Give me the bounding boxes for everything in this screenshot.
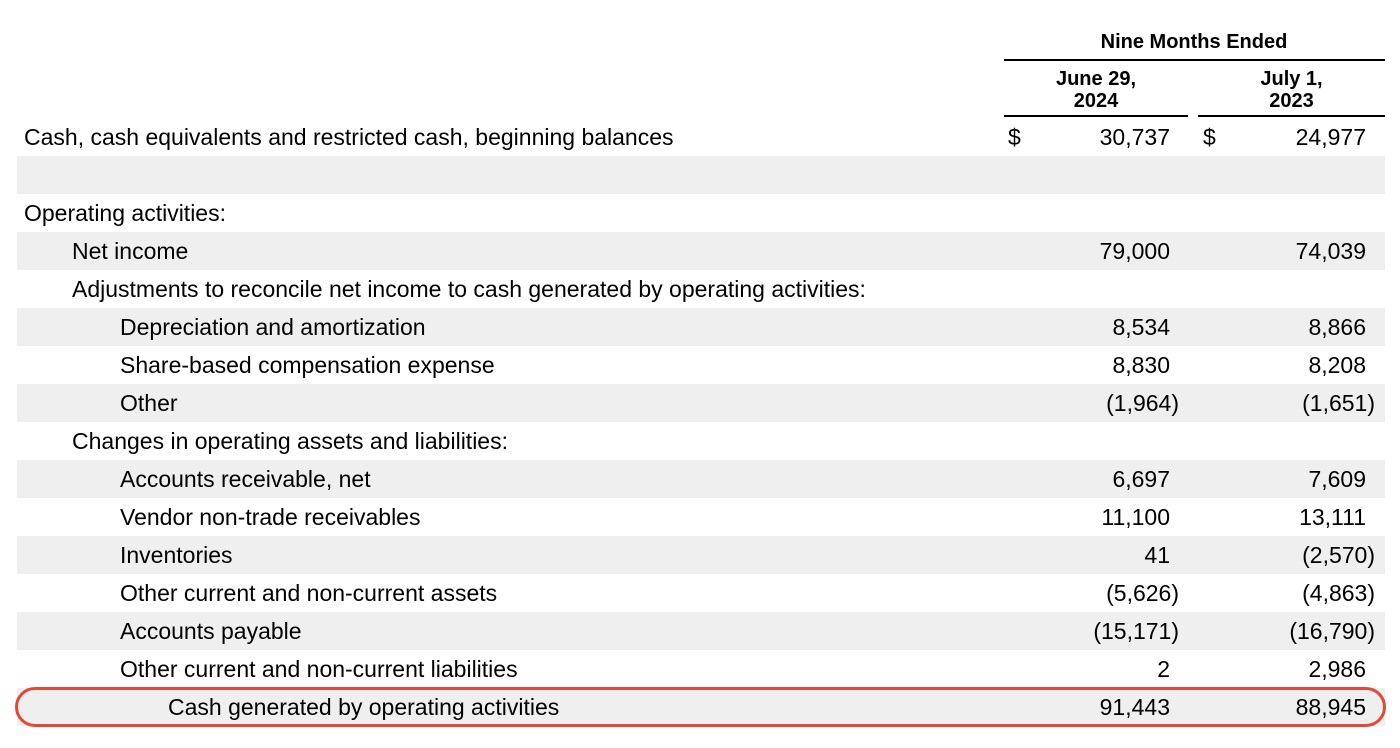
row-label: Accounts payable [120,618,302,644]
col-2024-header-line1: June 29, [1055,68,1137,90]
row-beginning-balance: Cash, cash equivalents and restricted ca… [17,118,1385,156]
col-2023-header-line1: July 1, [1260,68,1323,90]
row-spacer [17,156,1385,194]
row-share-based-comp: Share-based compensation expense 8,830 8,2… [17,346,1385,384]
row-label: Depreciation and amortization [120,314,426,340]
row-label: Cash generated by operating activities [168,694,560,720]
row-other-assets: Other current and non-current assets (5,6… [17,574,1385,612]
col-2024-header: June 29, 2024 [1004,68,1188,112]
row-depreciation: Depreciation and amortization 8,534 8,866 [17,308,1385,346]
row-other: Other (1,964) (1,651) [17,384,1385,422]
value-2023: 74,039 [1295,238,1366,264]
col-2023-header-rule [1198,115,1385,117]
value-2024: 8,830 [1112,352,1170,378]
period-header: Nine Months Ended [1100,31,1288,53]
row-other-liabilities: Other current and non-current liabilitie… [17,650,1385,688]
row-label: Vendor non-trade receivables [120,504,421,530]
value-2024: 2 [1157,656,1170,682]
row-operating-activities: Operating activities: [17,194,1385,232]
currency-symbol-2023: $ [1203,124,1216,150]
row-label: Inventories [120,542,233,568]
value-2024: 79,000 [1099,238,1170,264]
col-2024-header-rule [1004,115,1188,117]
row-label: Accounts receivable, net [120,466,371,492]
row-adjustments-heading: Adjustments to reconcile net income to c… [17,270,1385,308]
value-2024: 6,697 [1112,466,1170,492]
highlight-box [15,687,1386,727]
row-cash-generated: Cash generated by operating activities 91… [17,688,1385,726]
row-vendor-receivables: Vendor non-trade receivables 11,100 13,111 [17,498,1385,536]
value-2023: 24,977 [1295,124,1366,150]
row-accounts-payable: Accounts payable (15,171) (16,790) [17,612,1385,650]
value-2023: (2,570) [1302,542,1375,568]
value-2024: (1,964) [1106,390,1179,416]
value-2024: 8,534 [1112,314,1170,340]
value-2023: 7,609 [1308,466,1366,492]
row-label: Other current and non-current liabilitie… [120,656,518,682]
value-2023: 13,111 [1299,504,1366,530]
row-label: Changes in operating assets and liabilit… [72,428,508,454]
currency-symbol-2024: $ [1008,124,1021,150]
value-2024: (5,626) [1106,580,1179,606]
value-2023: (1,651) [1302,390,1375,416]
value-2023: 88,945 [1295,694,1366,720]
value-2024: 91,443 [1099,694,1170,720]
value-2023: 8,866 [1308,314,1366,340]
row-label: Other [120,390,178,416]
value-2023: (4,863) [1302,580,1375,606]
row-inventories: Inventories 41 (2,570) [17,536,1385,574]
col-2023-header-line2: 2023 [1269,90,1314,112]
value-2024: 11,100 [1101,504,1170,530]
value-2024: (15,171) [1093,618,1179,644]
row-changes-heading: Changes in operating assets and liabilit… [17,422,1385,460]
row-label: Operating activities: [24,200,226,226]
row-label: Adjustments to reconcile net income to c… [72,276,866,302]
row-label: Other current and non-current assets [120,580,498,606]
col-2024-header-line2: 2024 [1073,90,1119,112]
row-label: Net income [72,238,189,264]
value-2024: 41 [1144,542,1170,568]
value-2024: 30,737 [1099,124,1170,150]
period-header-rule [1004,59,1385,61]
value-2023: (16,790) [1289,618,1375,644]
row-accounts-receivable: Accounts receivable, net 6,697 7,609 [17,460,1385,498]
row-label: Cash, cash equivalents and restricted ca… [24,124,674,150]
row-net-income: Net income 79,000 74,039 [17,232,1385,270]
value-2023: 2,986 [1308,656,1366,682]
value-2023: 8,208 [1308,352,1366,378]
row-label: Share-based compensation expense [120,352,495,378]
col-2023-header: July 1, 2023 [1198,68,1385,112]
